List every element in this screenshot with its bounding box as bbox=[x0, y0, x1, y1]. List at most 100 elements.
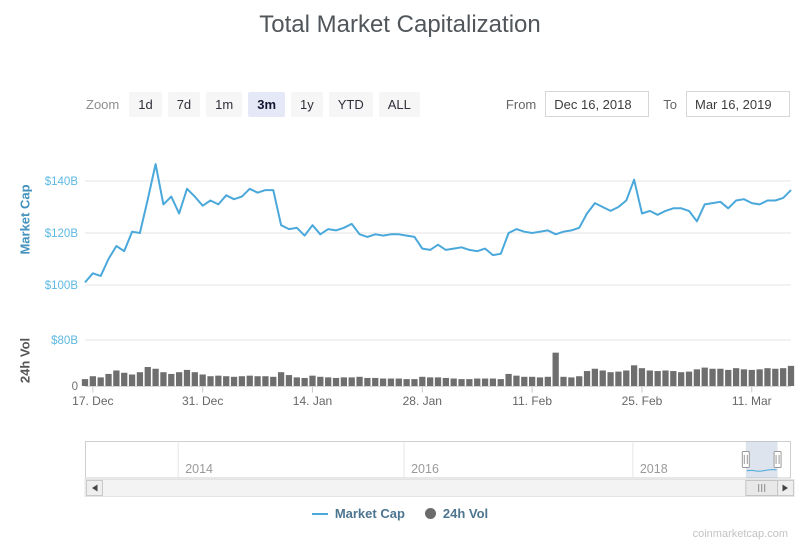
volume-bar bbox=[497, 379, 504, 386]
volume-bar bbox=[285, 375, 293, 386]
volume-bar bbox=[615, 371, 622, 386]
x-tick-label: 25. Feb bbox=[622, 394, 663, 408]
volume-bar bbox=[223, 376, 230, 386]
volume-bar bbox=[199, 374, 206, 386]
to-label: To bbox=[663, 96, 677, 112]
zoom-button-7d[interactable]: 7d bbox=[167, 91, 201, 117]
x-tick-label: 31. Dec bbox=[182, 394, 223, 408]
volume-bar bbox=[772, 368, 779, 386]
volume-bar bbox=[254, 376, 261, 386]
zoom-button-1m[interactable]: 1m bbox=[206, 91, 243, 117]
to-date-input[interactable] bbox=[686, 91, 790, 117]
volume-bar bbox=[356, 376, 363, 386]
volume-bar bbox=[560, 376, 567, 386]
volume-bar bbox=[466, 379, 473, 386]
volume-bar bbox=[207, 376, 214, 386]
volume-bar bbox=[340, 377, 348, 386]
volume-bar bbox=[552, 352, 559, 386]
zoom-button-1d[interactable]: 1d bbox=[129, 91, 162, 117]
volume-bar bbox=[505, 373, 512, 386]
volume-bar bbox=[348, 377, 355, 386]
volume-bar bbox=[521, 376, 528, 386]
legend: Market Cap 24h Vol bbox=[0, 506, 800, 521]
navigator-outline bbox=[85, 441, 791, 479]
volume-bar bbox=[379, 378, 387, 386]
volume-bar bbox=[152, 368, 159, 386]
volume-bar bbox=[646, 370, 653, 386]
scrollbar-track[interactable] bbox=[84, 479, 795, 497]
volume-bar bbox=[544, 376, 551, 386]
watermark: coinmarketcap.com bbox=[692, 528, 788, 540]
volume-bar bbox=[576, 376, 583, 386]
volume-bar bbox=[513, 375, 520, 386]
volume-bar bbox=[623, 370, 630, 386]
navigator-mini-series bbox=[746, 469, 777, 472]
zoom-label: Zoom bbox=[86, 96, 120, 112]
volume-bar bbox=[144, 367, 151, 386]
market-cap-line bbox=[84, 163, 792, 284]
navigator-handle-right[interactable] bbox=[773, 451, 782, 468]
volume-bar bbox=[136, 372, 144, 386]
volume-bar bbox=[434, 377, 442, 386]
volume-bar bbox=[583, 371, 591, 386]
volume-bar bbox=[262, 376, 269, 386]
legend-item-24h-vol[interactable]: 24h Vol bbox=[424, 506, 488, 521]
y-tick-label: $80B bbox=[51, 335, 78, 347]
from-date-input[interactable] bbox=[545, 91, 650, 117]
volume-bar bbox=[474, 378, 481, 386]
volume-bar bbox=[536, 377, 544, 386]
zoom-button-1y[interactable]: 1y bbox=[291, 91, 323, 117]
volume-bar bbox=[160, 372, 167, 386]
navigator-handle-left[interactable] bbox=[741, 451, 750, 468]
y-tick-label: 0 bbox=[72, 381, 78, 393]
volume-bar bbox=[411, 379, 418, 386]
x-tick-label: 28. Jan bbox=[403, 394, 442, 408]
legend-item-market-cap[interactable]: Market Cap bbox=[311, 506, 405, 521]
volume-bar bbox=[568, 377, 575, 386]
volume-bar bbox=[246, 375, 253, 386]
zoom-button-ytd[interactable]: YTD bbox=[328, 91, 373, 117]
volume-bar bbox=[458, 379, 465, 386]
volume-bar bbox=[238, 376, 246, 386]
volume-bar bbox=[442, 377, 449, 386]
scrollbar-left-arrow-icon bbox=[92, 484, 98, 492]
volume-bar bbox=[277, 372, 285, 386]
volume-axis-title: 24h Vol bbox=[17, 337, 33, 384]
zoom-button-3m[interactable]: 3m bbox=[248, 91, 286, 117]
volume-bar bbox=[387, 378, 395, 386]
volume-bar bbox=[678, 372, 685, 386]
volume-bar bbox=[175, 372, 183, 386]
volume-bar bbox=[654, 371, 661, 386]
volume-bar bbox=[607, 372, 614, 386]
volume-bar bbox=[528, 376, 536, 386]
volume-bar bbox=[230, 376, 238, 386]
plot-area[interactable] bbox=[85, 155, 791, 386]
volume-bar bbox=[364, 377, 371, 386]
volume-bar bbox=[780, 368, 787, 386]
volume-bar bbox=[317, 376, 324, 386]
volume-bar bbox=[693, 369, 701, 386]
legend-label-market-cap: Market Cap bbox=[334, 506, 405, 521]
zoom-button-all[interactable]: ALL bbox=[378, 91, 420, 117]
volume-bar bbox=[630, 365, 638, 386]
navigator-year-label: 2016 bbox=[411, 462, 439, 476]
navigator-selection[interactable] bbox=[745, 441, 778, 479]
volume-bar bbox=[638, 368, 646, 386]
volume-bar bbox=[709, 368, 716, 386]
volume-bar bbox=[481, 378, 489, 386]
volume-bar bbox=[128, 374, 136, 386]
volume-bar bbox=[113, 370, 120, 386]
volume-bar bbox=[301, 377, 308, 386]
chart-title: Total Market Capitalization bbox=[259, 11, 541, 38]
from-label: From bbox=[505, 96, 537, 112]
volume-bar bbox=[215, 375, 222, 386]
volume-bar bbox=[450, 378, 457, 386]
volume-bar bbox=[489, 378, 497, 386]
navigator-year-label: 2014 bbox=[185, 462, 213, 476]
volume-bar bbox=[191, 372, 198, 386]
volume-bar bbox=[97, 377, 104, 386]
volume-bar bbox=[685, 371, 693, 386]
y-tick-label: $140B bbox=[45, 176, 79, 188]
